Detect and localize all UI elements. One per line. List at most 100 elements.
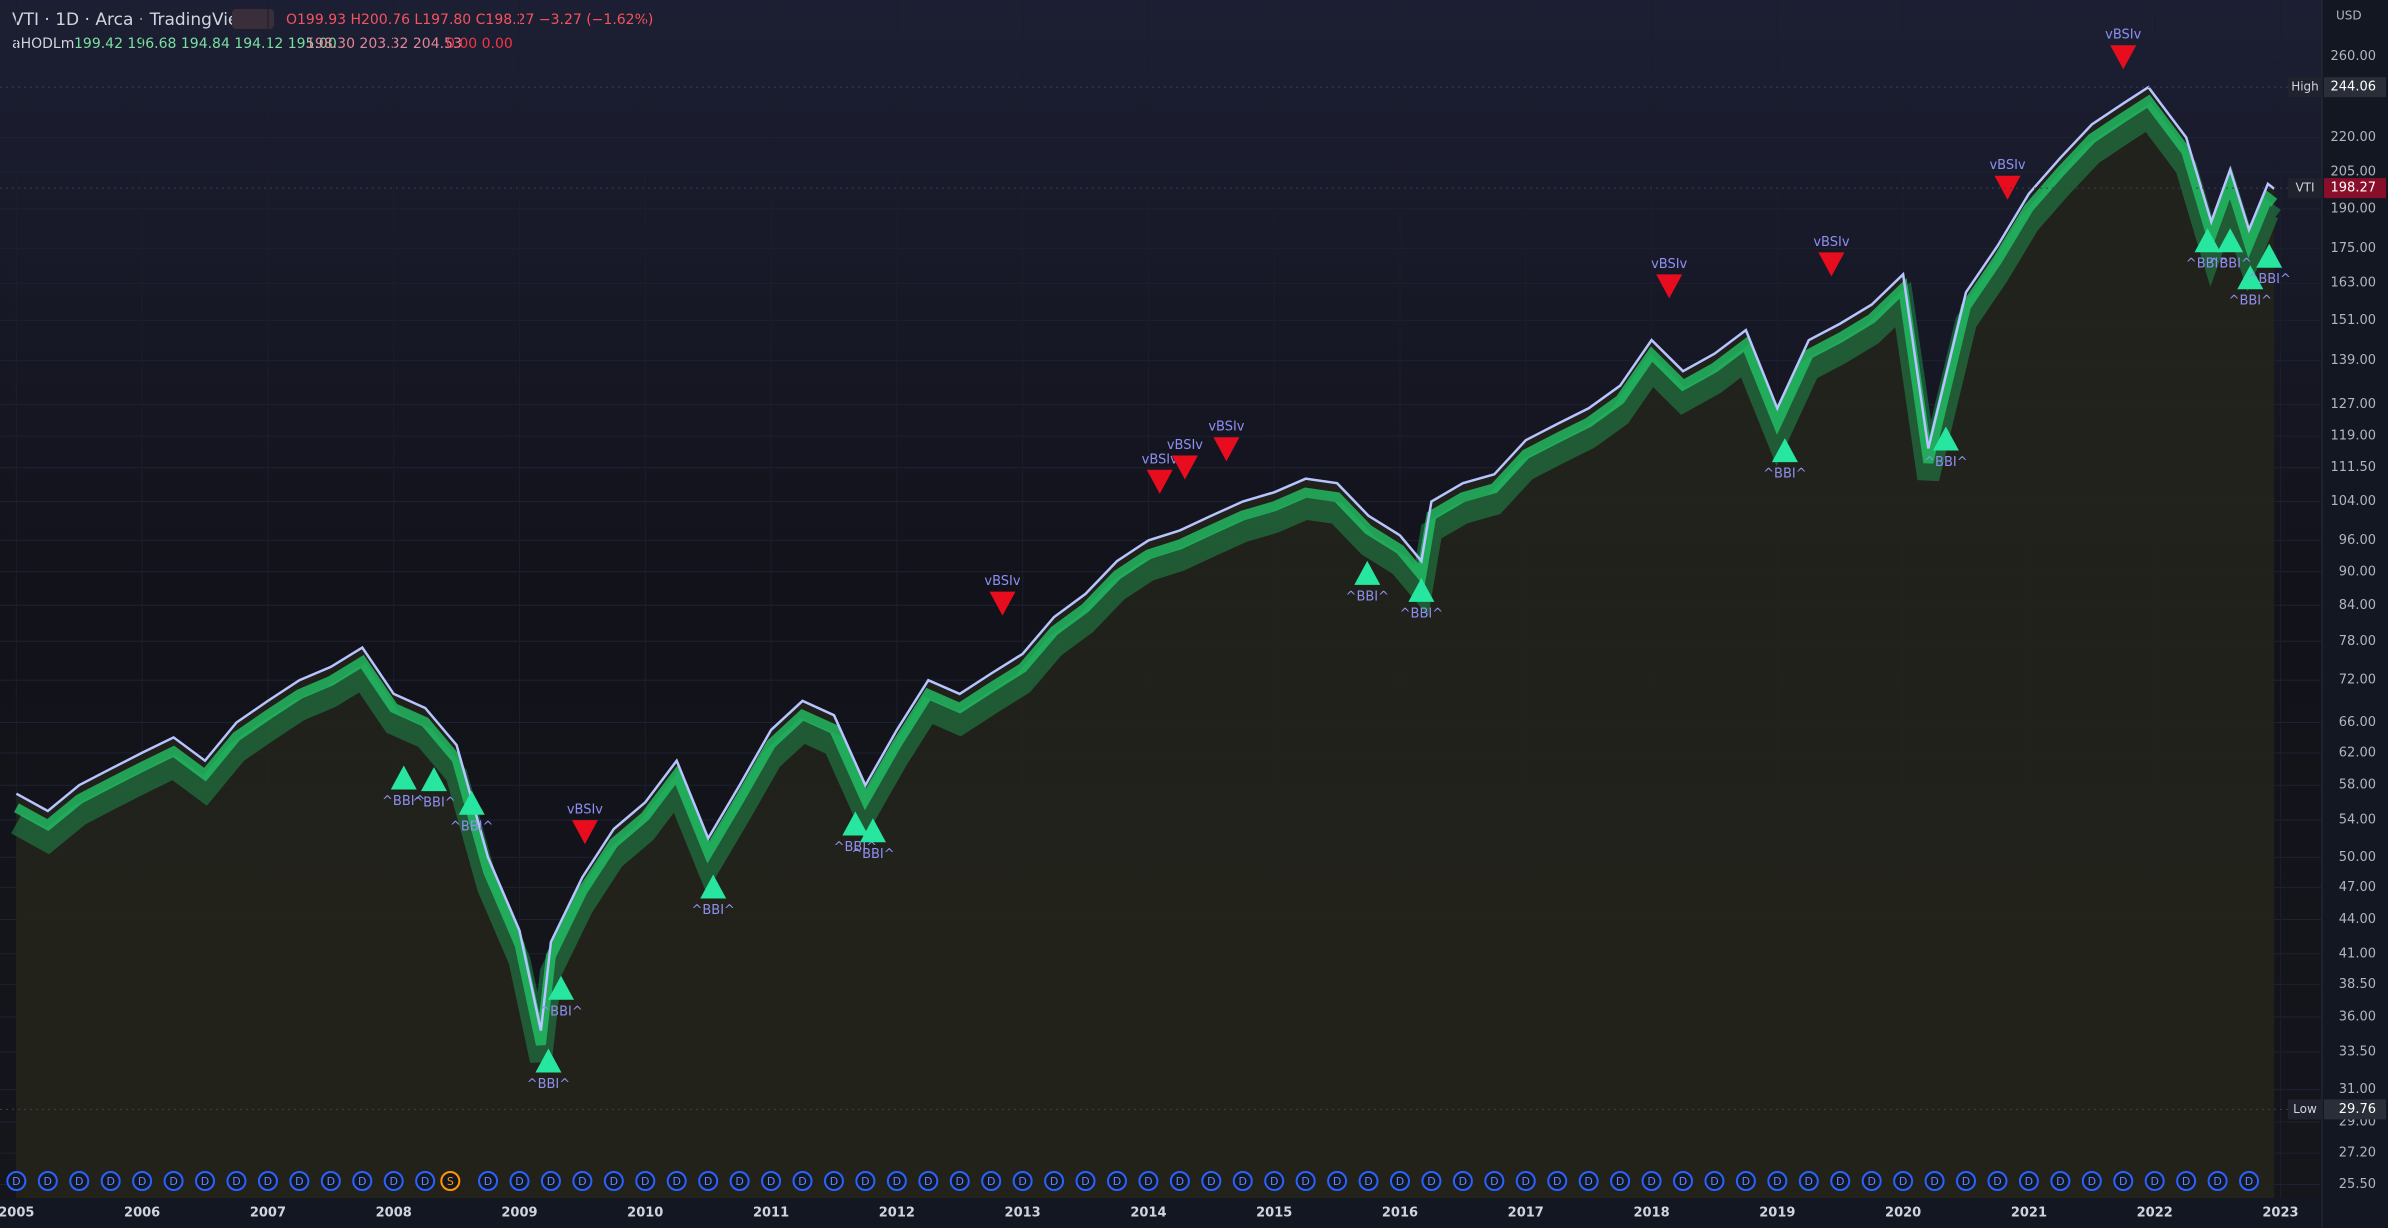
y-tick-label: 25.50 <box>2339 1177 2376 1192</box>
event-marker <box>226 1171 247 1191</box>
buy-signal <box>2256 243 2283 268</box>
buy-signal <box>2217 228 2244 253</box>
event-label: D <box>1490 1175 1498 1188</box>
event-marker <box>635 1171 656 1191</box>
event-marker <box>1830 1171 1851 1191</box>
y-tick-label: 78.00 <box>2339 634 2376 649</box>
event-marker <box>540 1171 561 1191</box>
event-label: D <box>987 1175 995 1188</box>
sell-signal <box>1656 274 1683 299</box>
event-marker <box>1452 1171 1473 1191</box>
event-marker <box>1798 1171 1819 1191</box>
event-marker <box>37 1171 58 1191</box>
event-marker <box>1327 1171 1348 1191</box>
buy-signal <box>420 767 447 792</box>
sell-signal <box>989 591 1016 616</box>
event-marker <box>289 1171 310 1191</box>
sell-signal <box>1171 455 1198 480</box>
event-label: D <box>12 1175 20 1188</box>
event-marker <box>886 1171 907 1191</box>
buy-signal <box>2194 228 2221 253</box>
event-label: D <box>1742 1175 1750 1188</box>
x-tick-label: 2016 <box>1382 1206 1418 1221</box>
badge-name: High <box>2291 80 2319 94</box>
event-marker <box>132 1171 153 1191</box>
badge-name-bg <box>2288 77 2322 98</box>
sell-label: vBSIv <box>567 803 603 818</box>
event-label: D <box>767 1175 775 1188</box>
event-label: D <box>2150 1175 2158 1188</box>
event-marker <box>2081 1171 2102 1191</box>
event-label: D <box>1993 1175 2001 1188</box>
event-label: D <box>704 1175 712 1188</box>
event-marker <box>2207 1171 2228 1191</box>
ohlc: O199.93 H200.76 L197.80 C198.27 −3.27 (−… <box>286 12 653 28</box>
sell-signal <box>2110 45 2137 70</box>
price-axis <box>2322 0 2388 1228</box>
y-tick-label: 104.00 <box>2331 494 2377 509</box>
event-marker <box>1893 1171 1914 1191</box>
event-marker <box>1861 1171 1882 1191</box>
split-label: S <box>447 1175 454 1188</box>
event-marker <box>1075 1171 1096 1191</box>
event-label: D <box>1584 1175 1592 1188</box>
sell-label: vBSIv <box>1208 420 1244 435</box>
buy-label: ^BBI^ <box>450 819 493 834</box>
y-tick-label: 260.00 <box>2331 49 2377 64</box>
event-label: D <box>264 1175 272 1188</box>
event-marker <box>1232 1171 1253 1191</box>
buy-signal <box>1932 426 1959 451</box>
event-label: D <box>1962 1175 1970 1188</box>
buy-label: ^BBI^ <box>2247 272 2290 287</box>
sell-label: vBSIv <box>1167 438 1203 453</box>
event-marker <box>1044 1171 1065 1191</box>
event-marker <box>729 1171 750 1191</box>
sell-signal <box>1818 252 1845 277</box>
x-tick-label: 2008 <box>376 1206 412 1221</box>
y-tick-label: 220.00 <box>2331 130 2377 145</box>
event-label: D <box>138 1175 146 1188</box>
y-tick-label: 151.00 <box>2331 313 2377 328</box>
event-marker <box>1421 1171 1442 1191</box>
event-label: D <box>421 1175 429 1188</box>
event-label: D <box>1144 1175 1152 1188</box>
event-marker <box>2239 1171 2260 1191</box>
badge-value: 198.27 <box>2331 181 2377 196</box>
y-tick-label: 47.00 <box>2339 880 2376 895</box>
sell-label: vBSIv <box>2105 28 2141 43</box>
event-label: D <box>1805 1175 1813 1188</box>
event-label: D <box>2025 1175 2033 1188</box>
event-label: D <box>1647 1175 1655 1188</box>
event-marker <box>761 1171 782 1191</box>
y-tick-label: 190.00 <box>2331 201 2377 216</box>
event-label: D <box>1081 1175 1089 1188</box>
y-tick-label: 84.00 <box>2339 598 2376 613</box>
event-marker <box>1924 1171 1945 1191</box>
event-label: D <box>1270 1175 1278 1188</box>
event-marker <box>1641 1171 1662 1191</box>
event-marker <box>2018 1171 2039 1191</box>
y-tick-label: 31.00 <box>2339 1082 2376 1097</box>
buy-signal <box>535 1048 562 1073</box>
time-axis <box>0 1198 2388 1228</box>
event-marker <box>100 1171 121 1191</box>
event-label: D <box>1301 1175 1309 1188</box>
buy-signal <box>1408 577 1435 602</box>
event-label: D <box>547 1175 555 1188</box>
event-label: D <box>2056 1175 2064 1188</box>
event-label: D <box>1836 1175 1844 1188</box>
event-marker <box>2050 1171 2071 1191</box>
event-label: D <box>389 1175 397 1188</box>
event-label: D <box>1899 1175 1907 1188</box>
event-marker <box>1673 1171 1694 1191</box>
event-label: D <box>232 1175 240 1188</box>
x-tick-label: 2021 <box>2011 1206 2047 1221</box>
event-label: D <box>1522 1175 1530 1188</box>
event-marker <box>823 1171 844 1191</box>
y-tick-label: 96.00 <box>2339 533 2376 548</box>
event-marker <box>1264 1171 1285 1191</box>
event-label: D <box>610 1175 618 1188</box>
event-marker <box>2113 1171 2134 1191</box>
badge-bg <box>2324 77 2386 98</box>
